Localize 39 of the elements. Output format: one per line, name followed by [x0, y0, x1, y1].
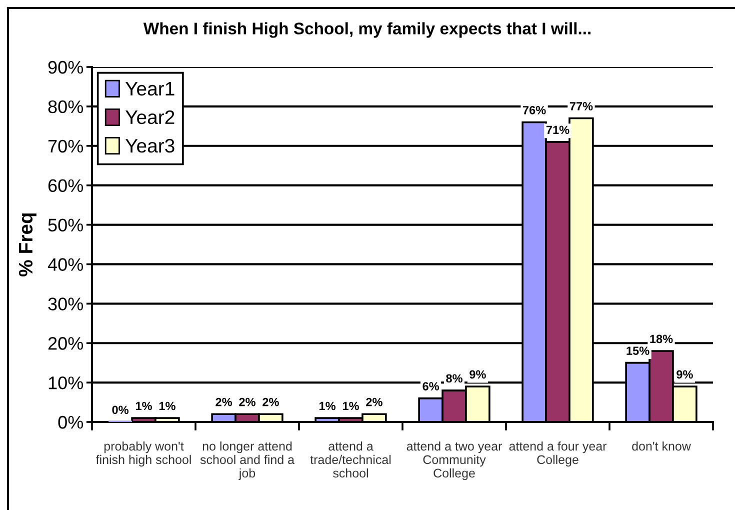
x-tick-label: no longer attend school and find a job [200, 441, 295, 480]
data-label: 8% [446, 374, 462, 383]
data-label: 1% [159, 402, 176, 410]
x-tick-label: probably won't finish high school [96, 441, 191, 467]
data-label: 1% [136, 402, 152, 410]
data-label: 1% [320, 402, 336, 410]
y-tick-label: 40% [48, 258, 84, 271]
y-tick-label: 20% [48, 337, 84, 350]
y-tick-label: 80% [48, 100, 84, 114]
data-label: 2% [239, 398, 256, 406]
x-tick-label: attend a four year College [509, 441, 607, 467]
y-tick-label: 0% [58, 416, 84, 429]
data-label: 9% [676, 370, 693, 379]
chart-title: When I finish High School, my family expects that I will... [143, 22, 590, 38]
data-label: 2% [366, 398, 382, 406]
data-label: 77% [570, 102, 593, 110]
data-label: 2% [262, 398, 279, 406]
data-label: 6% [422, 382, 440, 390]
data-label: 9% [470, 370, 486, 379]
y-tick-label: 10% [48, 376, 84, 390]
data-label: 15% [626, 346, 650, 355]
data-label: 18% [650, 334, 673, 344]
legend-label: Year3 [125, 138, 174, 153]
y-tick-label: 90% [48, 60, 84, 74]
y-tick-label: 60% [48, 179, 84, 192]
data-label: 71% [546, 126, 570, 134]
x-tick-label: attend a trade/technical school [310, 441, 391, 478]
data-label: 2% [216, 398, 232, 406]
data-label: 1% [342, 402, 359, 410]
y-tick-label: 50% [48, 218, 84, 232]
x-tick-label: don't know [632, 441, 691, 451]
y-tick-label: 30% [48, 298, 84, 310]
data-label: 76% [522, 106, 546, 114]
legend-label: Year1 [125, 82, 174, 96]
y-tick-label: 70% [48, 140, 84, 153]
legend-label: Year2 [125, 110, 174, 124]
data-label: 0% [112, 406, 129, 414]
y-axis-title: % Freq [18, 213, 36, 276]
x-tick-label: attend a two year Community College [406, 441, 502, 480]
